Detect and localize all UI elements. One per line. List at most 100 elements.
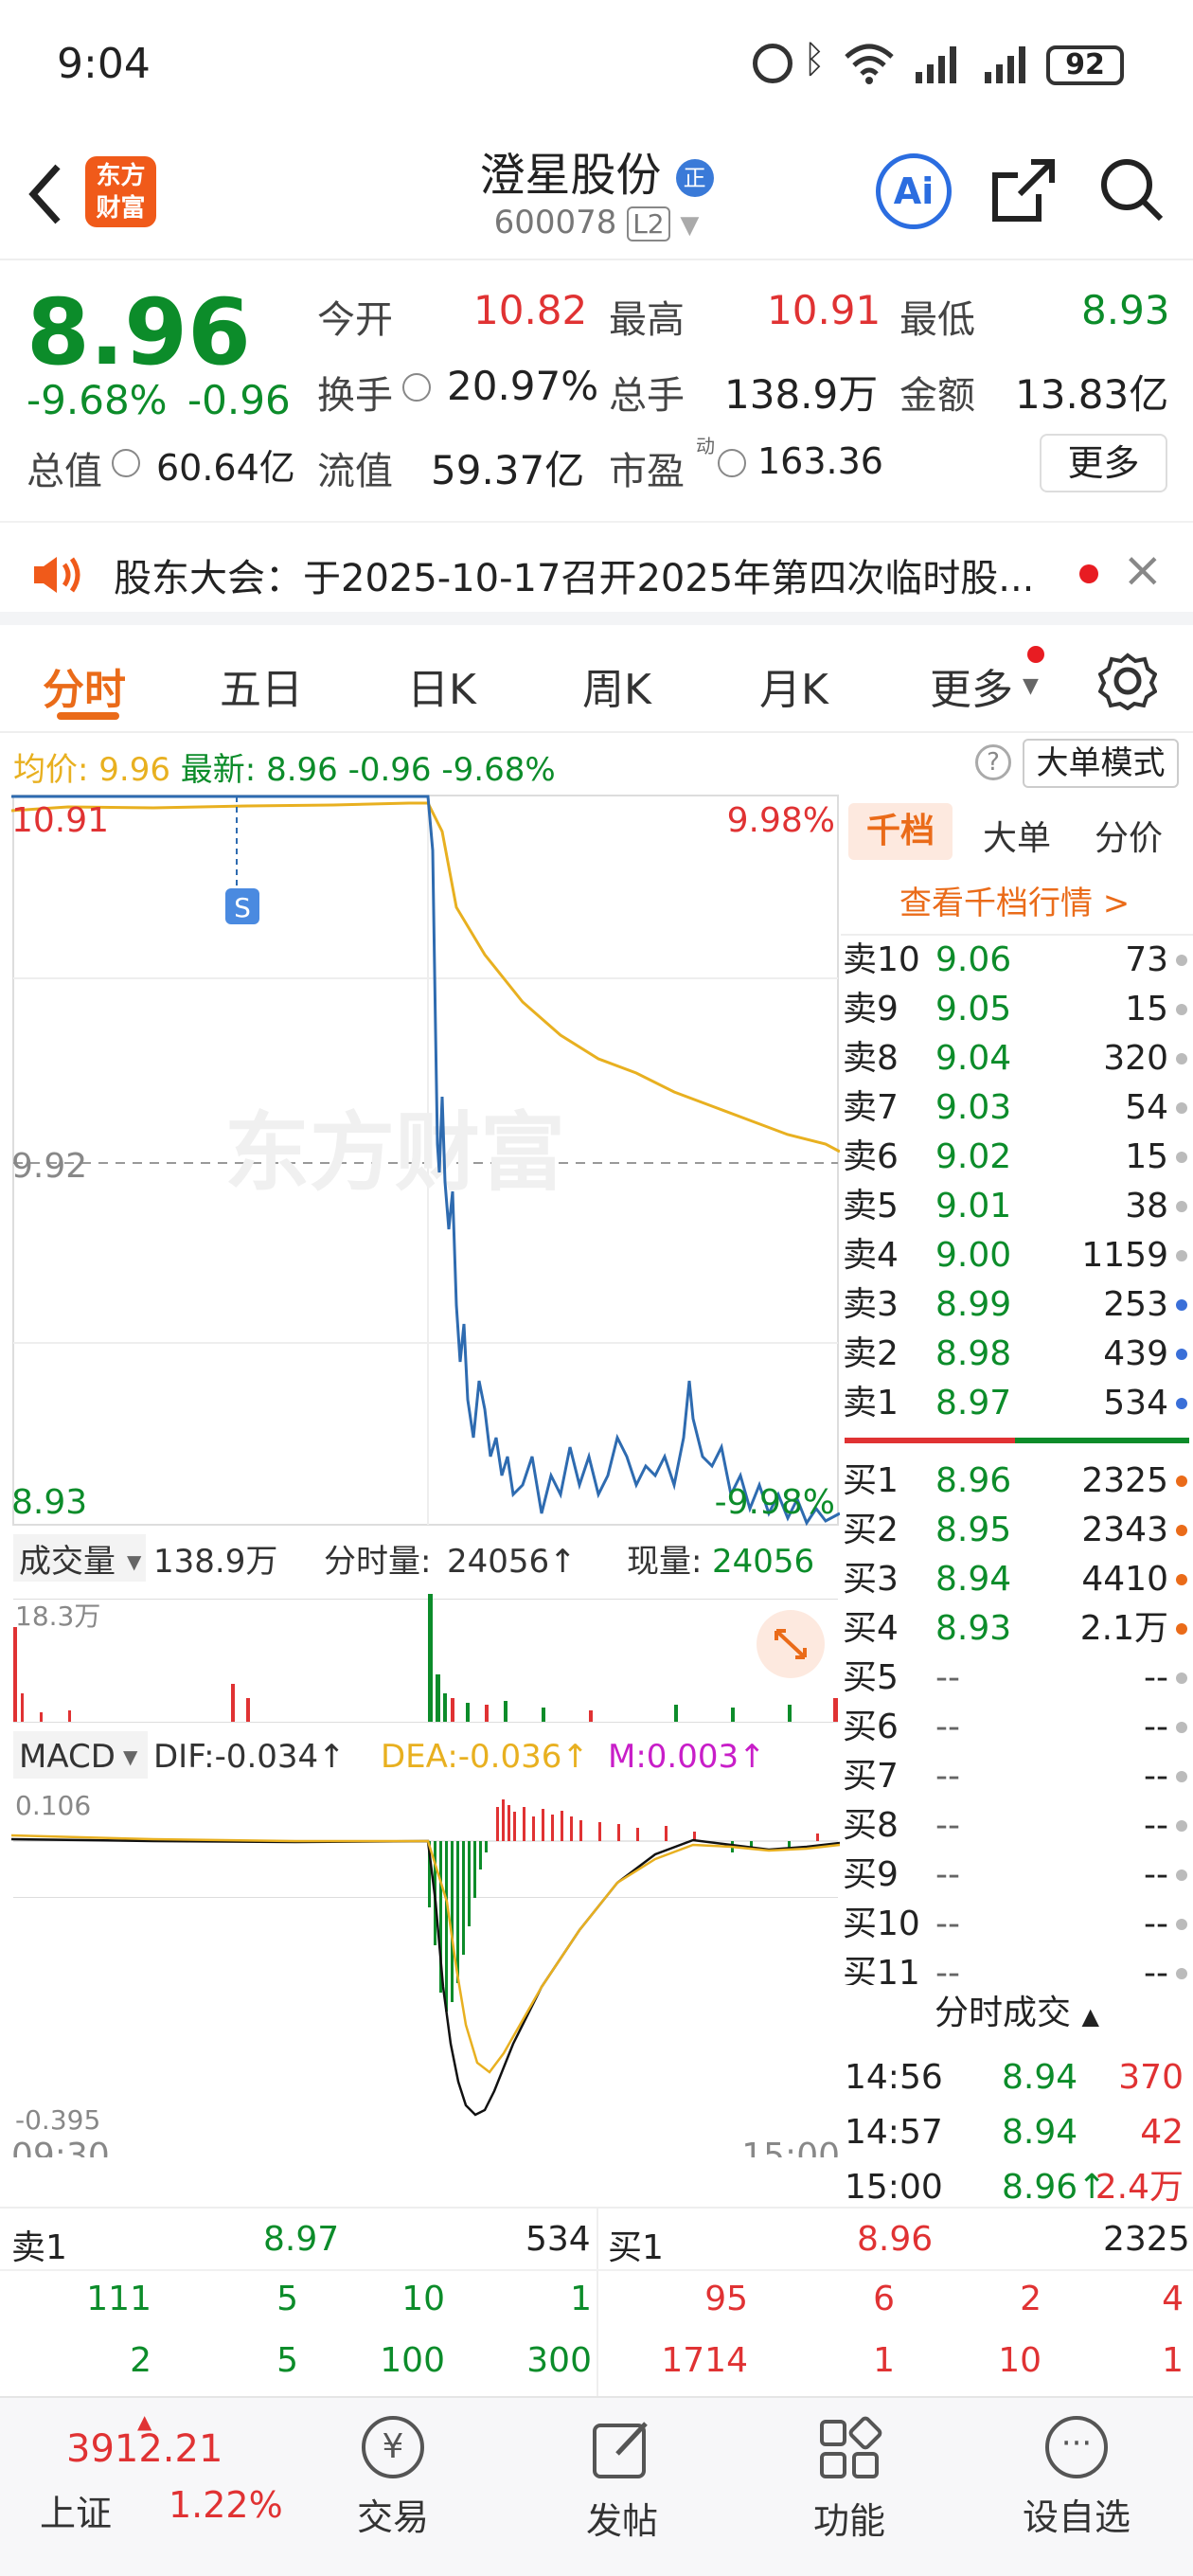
info-icon-2[interactable] (112, 449, 140, 477)
ob-dot (1176, 1722, 1187, 1733)
ob-dot (1176, 1673, 1187, 1684)
help-icon[interactable]: ? (975, 744, 1011, 780)
app-logo[interactable]: 东方 财富 (85, 156, 156, 227)
ob-price: 9.00 (935, 1236, 1012, 1275)
expand-icon (775, 1629, 807, 1659)
unread-dot (1079, 564, 1098, 583)
ask-row[interactable]: 卖3 8.99 253 (841, 1280, 1193, 1330)
index-widget[interactable]: ▲ 3912.21 上证 1.22% (28, 2410, 283, 2562)
ob-tab-bigorder[interactable]: 大单 (983, 819, 1052, 858)
ask-row[interactable]: 卖8 9.04 320 (841, 1034, 1193, 1083)
ob-tab-price[interactable]: 分价 (1095, 819, 1164, 858)
nav-trade[interactable]: ¥ 交易 (317, 2410, 469, 2562)
ob-dot (1176, 1820, 1187, 1832)
tab-more[interactable]: 更多 (930, 666, 1013, 714)
bottom-queue: 卖1 8.97 534 买1 8.96 2325 111 5 10 1 2 5 … (0, 2207, 1193, 2398)
dropdown-icon: ▼ (680, 211, 700, 240)
notice-bar[interactable]: 股东大会：于2025-10-17召开2025年第四次临时股... × (0, 521, 1193, 625)
tick-time: 14:57 (845, 2113, 943, 2152)
vol-selector[interactable] (13, 1534, 146, 1582)
bid-row[interactable]: 买7 -- -- (841, 1752, 1193, 1801)
bid-row[interactable]: 买2 8.95 2343 (841, 1506, 1193, 1555)
ob-volume: -- (1144, 1757, 1168, 1796)
bq-bid-r2c4: 1 (1162, 2341, 1184, 2380)
ask-row[interactable]: 卖7 9.03 54 (841, 1083, 1193, 1133)
bid-row[interactable]: 买10 -- -- (841, 1900, 1193, 1949)
ob-volume: 4410 (1081, 1560, 1168, 1599)
pct-high-label: 9.98% (727, 801, 835, 840)
alarm-icon (753, 44, 792, 83)
nav-post[interactable]: 发帖 (546, 2410, 698, 2562)
ticks-header[interactable]: 分时成交 ▲ (841, 1985, 1193, 2042)
stock-code[interactable]: 600078 L2 ▼ (0, 204, 1193, 242)
dea-label: DEA:-0.036↑ (381, 1738, 589, 1776)
info-icon-3[interactable] (718, 449, 746, 477)
ai-button[interactable]: Ai (876, 153, 952, 229)
bigorder-button[interactable]: 大单模式 (1023, 739, 1179, 788)
back-icon[interactable] (24, 161, 66, 227)
ask-row[interactable]: 卖9 9.05 15 (841, 985, 1193, 1034)
bid-row[interactable]: 买3 8.94 4410 (841, 1555, 1193, 1604)
ob-tab-level[interactable]: 千档 (848, 803, 953, 860)
ob-volume: 320 (1103, 1039, 1168, 1078)
ob-label: 买10 (843, 1905, 920, 1943)
settings-icon[interactable] (1098, 652, 1157, 710)
ob-volume: 253 (1103, 1285, 1168, 1324)
low-value: 8.93 (1081, 287, 1170, 333)
signal-marker-icon[interactable] (225, 888, 259, 924)
ob-label: 卖5 (843, 1187, 899, 1225)
bid-row[interactable]: 买1 8.96 2325 (841, 1457, 1193, 1506)
vol-caret-icon: ▼ (127, 1550, 142, 1573)
tab-intraday[interactable]: 分时 (43, 666, 126, 714)
bid-row[interactable]: 买9 -- -- (841, 1851, 1193, 1900)
bid-row[interactable]: 买5 -- -- (841, 1654, 1193, 1703)
ob-link[interactable]: 查看千档行情 > (899, 885, 1131, 922)
tab-week-k[interactable]: 周K (582, 666, 651, 714)
bq-bid-price: 8.96 (857, 2220, 934, 2259)
vol-label: 成交量 (19, 1543, 116, 1581)
tick-row: 15:00 8.96↑ 2.4万 (841, 2163, 1193, 2212)
ob-volume: -- (1144, 1905, 1168, 1943)
ob-volume: 2325 (1081, 1461, 1168, 1500)
pe-label: 市盈 (609, 450, 685, 493)
intraday-chart[interactable]: 东方财富 S 10.91 9.92 8.93 9.98% -9.98% 成交量 … (11, 794, 840, 2157)
ask-row[interactable]: 卖5 9.01 38 (841, 1182, 1193, 1231)
ob-label: 买1 (843, 1461, 899, 1500)
bq-bid-r2c3: 10 (998, 2341, 1042, 2380)
bq-bid-r1c2: 6 (873, 2280, 895, 2318)
open-value: 10.82 (473, 287, 588, 333)
ask-row[interactable]: 卖6 9.02 15 (841, 1133, 1193, 1182)
macd-selector[interactable] (13, 1731, 148, 1779)
turnover-value: 20.97% (447, 363, 599, 409)
trade-icon: ¥ (362, 2416, 424, 2478)
more-button[interactable]: 更多 (1040, 434, 1167, 492)
nav-watchlist[interactable]: ··· 设自选 (1001, 2410, 1152, 2562)
ob-volume: 534 (1103, 1384, 1168, 1422)
close-icon[interactable]: × (1122, 542, 1164, 599)
tab-month-k[interactable]: 月K (759, 666, 828, 714)
wifi-icon (845, 44, 894, 84)
ask-row[interactable]: 卖2 8.98 439 (841, 1330, 1193, 1379)
search-icon[interactable] (1098, 156, 1166, 224)
bid-row[interactable]: 买6 -- -- (841, 1703, 1193, 1752)
ob-volume: 2.1万 (1079, 1609, 1168, 1648)
volume-label: 总手 (609, 374, 685, 418)
ob-label: 卖3 (843, 1285, 899, 1324)
tab-five-day[interactable]: 五日 (220, 666, 303, 714)
speaker-icon (34, 557, 80, 593)
share-icon[interactable] (989, 156, 1058, 224)
bid-row[interactable]: 买8 -- -- (841, 1801, 1193, 1851)
tab-day-k[interactable]: 日K (407, 666, 476, 714)
bid-row[interactable]: 买4 8.93 2.1万 (841, 1604, 1193, 1654)
nav-function[interactable]: 功能 (774, 2410, 925, 2562)
info-icon[interactable] (402, 373, 431, 402)
battery-icon: 92 (1046, 45, 1124, 85)
battery-level: 92 (1065, 48, 1105, 81)
dif-line (11, 1837, 840, 2117)
float-label: 流值 (317, 450, 393, 493)
ask-row[interactable]: 卖4 9.00 1159 (841, 1231, 1193, 1280)
ask-row[interactable]: 卖1 8.97 534 (841, 1379, 1193, 1428)
ob-price: 8.93 (935, 1609, 1012, 1648)
ask-row[interactable]: 卖10 9.06 73 (841, 936, 1193, 985)
tick-volume: 42 (1140, 2113, 1184, 2152)
